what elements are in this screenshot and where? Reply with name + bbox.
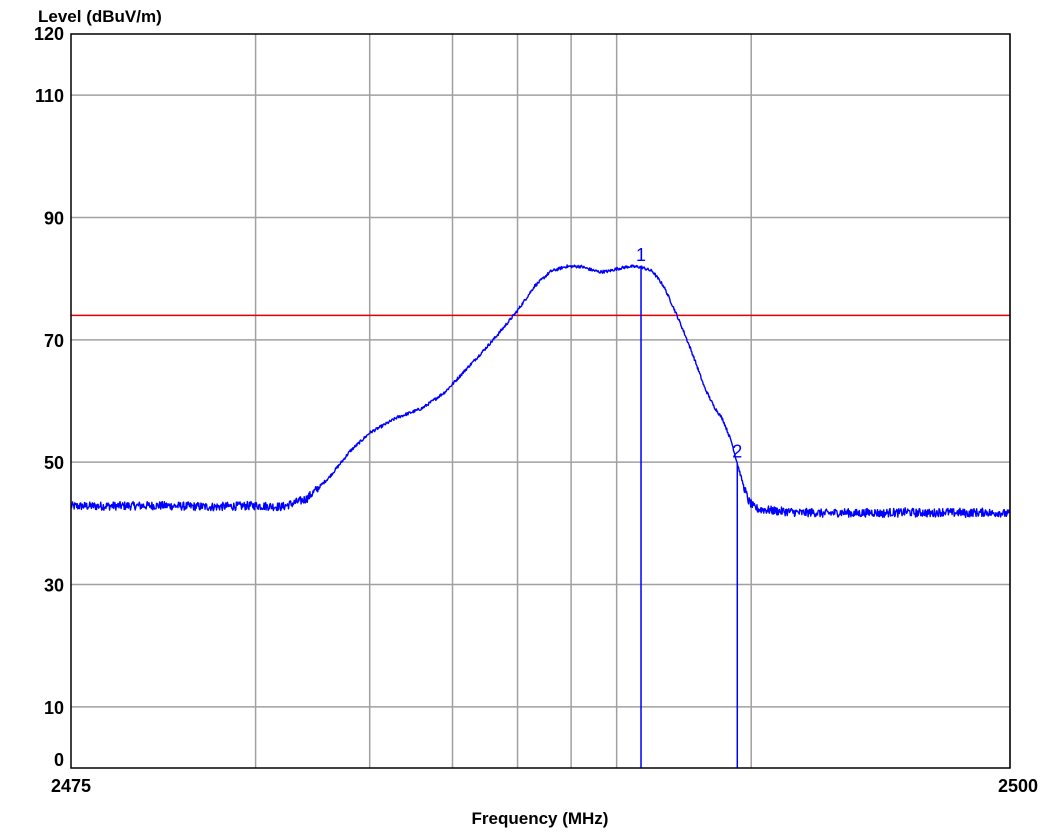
x-tick-label: 2500 bbox=[998, 776, 1038, 796]
y-tick-label: 10 bbox=[44, 698, 64, 718]
markers: 12 bbox=[636, 245, 742, 768]
y-tick-label: 0 bbox=[54, 750, 64, 770]
y-tick-label: 50 bbox=[44, 453, 64, 473]
marker-label-1: 1 bbox=[636, 245, 646, 265]
marker-label-2: 2 bbox=[732, 441, 742, 461]
x-tick-labels: 2475 2500 bbox=[51, 776, 1038, 796]
plot-frame bbox=[70, 33, 1011, 769]
y-tick-label: 90 bbox=[44, 209, 64, 229]
y-tick-label: 70 bbox=[44, 331, 64, 351]
y-tick-labels: 0 10 30 50 70 90 110 120 bbox=[34, 24, 64, 770]
axis-labels: Level (dBuV/m) Frequency (MHz) 0 10 30 50 70… bbox=[34, 7, 1038, 828]
x-tick-label: 2475 bbox=[51, 776, 91, 796]
y-tick-label: 110 bbox=[35, 86, 64, 106]
y-axis-title: Level (dBuV/m) bbox=[38, 7, 162, 26]
y-tick-label: 120 bbox=[34, 24, 64, 44]
y-tick-label: 30 bbox=[44, 576, 64, 596]
x-axis-title: Frequency (MHz) bbox=[472, 809, 609, 828]
series-line-level bbox=[70, 264, 1011, 519]
